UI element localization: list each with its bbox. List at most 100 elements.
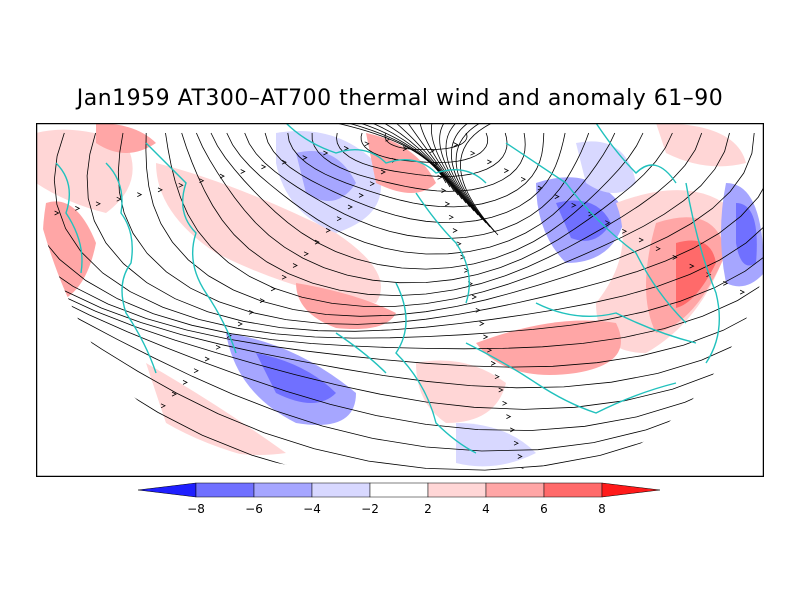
streamline-arrow bbox=[302, 155, 308, 160]
streamline-arrow bbox=[638, 237, 644, 243]
streamline-arrow bbox=[622, 228, 628, 234]
streamline bbox=[335, 123, 447, 184]
streamline-arrow bbox=[347, 204, 353, 210]
anomaly-blob-neg-south bbox=[456, 423, 536, 467]
streamline-arrow bbox=[182, 380, 188, 385]
streamline bbox=[36, 132, 764, 350]
colorbar-tick-label: 8 bbox=[598, 502, 606, 516]
streamline-arrow bbox=[453, 142, 459, 147]
anomaly-blob-pos-pole bbox=[366, 133, 436, 193]
streamline-arrow bbox=[498, 387, 504, 393]
streamline bbox=[439, 123, 483, 220]
colorbar-tick-label: −2 bbox=[361, 502, 379, 516]
streamline bbox=[145, 132, 755, 317]
colorbar-tick-label: 2 bbox=[424, 502, 432, 516]
anomaly-blob-pos-east3 bbox=[676, 240, 716, 308]
colorbar-box bbox=[253, 482, 313, 498]
colorbar-tick-label: 6 bbox=[540, 502, 548, 516]
streamline-arrow bbox=[483, 334, 489, 340]
colorbar-box bbox=[311, 482, 371, 498]
streamline-arrow bbox=[323, 150, 329, 156]
streamline-arrow bbox=[479, 321, 485, 326]
colorbar-tick-label: −4 bbox=[303, 502, 321, 516]
coastlines bbox=[55, 123, 721, 454]
colorbar-legend: −8 −6 −4 −2 2 4 6 8 bbox=[137, 482, 661, 516]
streamline bbox=[347, 123, 451, 188]
anomaly-blob-pos-nw bbox=[96, 123, 156, 153]
anomaly-blob-pos-east-top bbox=[656, 123, 746, 167]
anomaly-blob-pos-mid2 bbox=[296, 283, 396, 329]
streamline bbox=[336, 132, 508, 177]
streamline-arrow bbox=[513, 440, 519, 446]
streamline-arrow bbox=[259, 298, 265, 303]
streamline-arrow bbox=[402, 146, 408, 151]
streamline-arrow bbox=[448, 214, 454, 220]
streamline bbox=[371, 123, 459, 196]
streamline-arrow bbox=[303, 251, 309, 257]
colorbar-box bbox=[195, 482, 255, 498]
colorbar-boxes bbox=[137, 482, 661, 498]
anomaly-blob-neg-far-east2 bbox=[736, 203, 757, 266]
streamline-arrow bbox=[237, 321, 243, 327]
streamline-arrow bbox=[270, 286, 276, 292]
map-panel bbox=[36, 123, 764, 477]
streamline-arrow bbox=[487, 159, 493, 165]
streamline-arrow bbox=[441, 188, 447, 193]
streamline-arrow bbox=[445, 201, 451, 207]
anomaly-blob-neg-center2 bbox=[256, 353, 336, 403]
streamline-arrow bbox=[510, 427, 516, 433]
streamline-arrow bbox=[490, 361, 496, 366]
streamline bbox=[36, 132, 764, 410]
colorbar-tick-label: −6 bbox=[245, 502, 263, 516]
streamline-arrow bbox=[171, 391, 177, 397]
streamline bbox=[455, 123, 495, 232]
streamline-arrow bbox=[655, 246, 661, 252]
anomaly-blob-neg-east2 bbox=[576, 141, 636, 193]
streamline-arrow bbox=[517, 454, 523, 459]
streamline-arrow bbox=[281, 274, 287, 280]
streamline-arrow bbox=[706, 272, 712, 278]
streamline-arrow bbox=[494, 374, 500, 380]
streamline-arrow bbox=[178, 182, 184, 188]
streamline-arrow bbox=[157, 187, 163, 193]
streamline-arrow bbox=[537, 185, 543, 191]
streamline bbox=[244, 132, 590, 240]
streamline bbox=[165, 132, 730, 307]
streamline-arrow bbox=[75, 206, 81, 211]
streamline-arrow bbox=[605, 220, 611, 226]
streamline bbox=[384, 132, 468, 151]
streamline bbox=[226, 132, 616, 255]
page-title: Jan1959 AT300–AT700 thermal wind and ano… bbox=[76, 86, 724, 111]
streamline-arrow bbox=[554, 194, 560, 199]
colorbar-box bbox=[543, 482, 603, 498]
streamline-arrow bbox=[739, 289, 745, 295]
streamline-arrow bbox=[506, 414, 512, 419]
streamline-arrow bbox=[358, 193, 364, 198]
streamline-arrow bbox=[504, 168, 510, 173]
streamline-arrow bbox=[689, 263, 695, 269]
streamline-arrow bbox=[452, 228, 458, 233]
streamline-arrow bbox=[364, 141, 370, 147]
streamline-arrow bbox=[240, 169, 246, 174]
streamline bbox=[359, 123, 455, 192]
streamline-arrow bbox=[292, 263, 298, 268]
streamline bbox=[383, 123, 463, 200]
streamline-arrow bbox=[571, 202, 577, 208]
streamline bbox=[407, 123, 471, 208]
streamline-arrow bbox=[325, 228, 331, 233]
streamline bbox=[395, 123, 467, 204]
anomaly-shading bbox=[36, 123, 764, 467]
streamline-arrow bbox=[219, 173, 225, 179]
streamline-arrow bbox=[470, 150, 476, 156]
streamline-arrow bbox=[215, 344, 221, 350]
streamline-arrow bbox=[336, 216, 342, 222]
streamline bbox=[117, 132, 764, 325]
streamline-arrow bbox=[281, 159, 287, 165]
streamline bbox=[460, 123, 499, 236]
colorbar-tick-labels: −8 −6 −4 −2 2 4 6 8 bbox=[187, 502, 606, 516]
streamline-arrow bbox=[343, 146, 349, 151]
streamline-arrow bbox=[95, 201, 101, 207]
colorbar-box bbox=[369, 482, 429, 498]
anomaly-blob-neg-north2 bbox=[296, 151, 356, 201]
colorbar-arrow-left bbox=[137, 482, 197, 498]
